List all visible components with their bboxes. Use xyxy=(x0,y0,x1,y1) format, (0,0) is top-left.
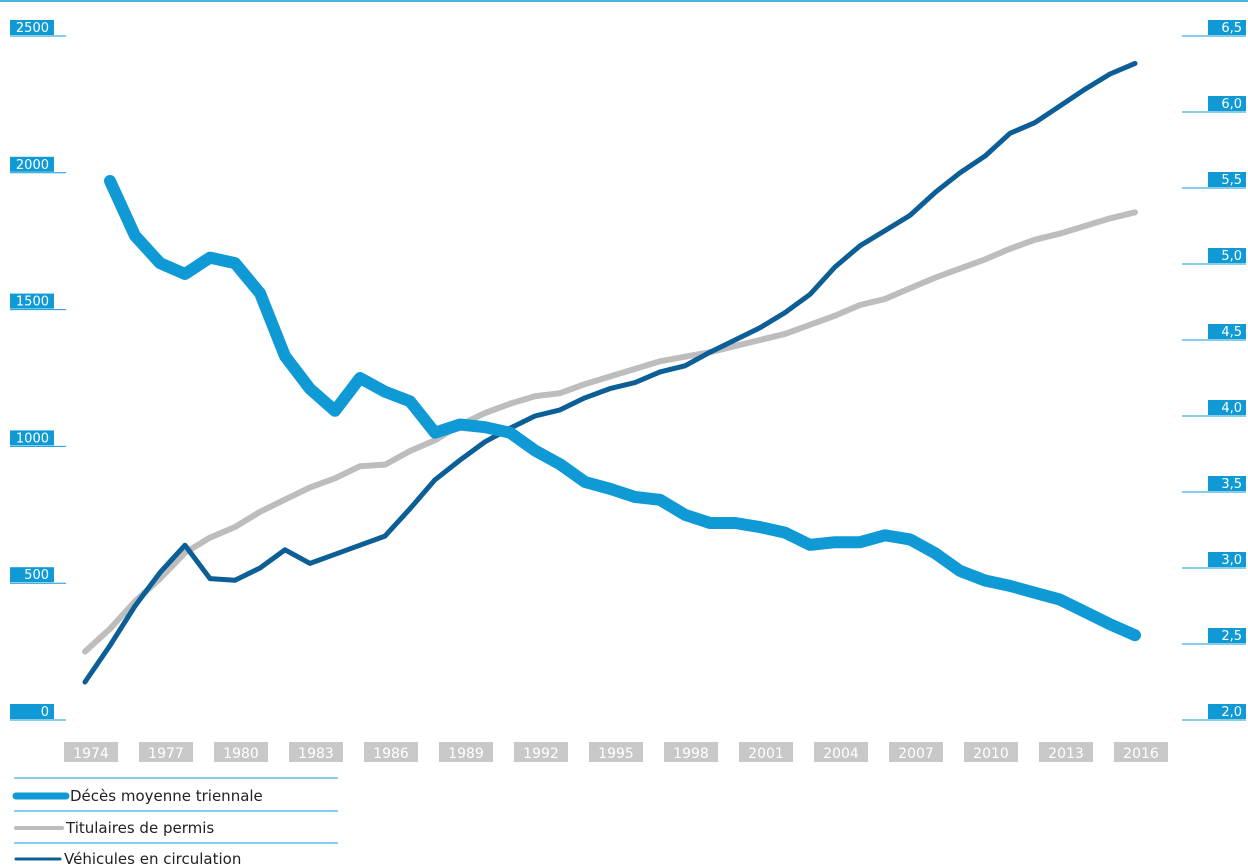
x-tick-label: 1980 xyxy=(223,746,259,762)
x-tick-box xyxy=(739,742,793,762)
x-tick-box xyxy=(814,742,868,762)
x-tick-box xyxy=(289,742,343,762)
left-tick-label: 1000 xyxy=(16,431,49,446)
x-tick-label: 2004 xyxy=(823,746,859,762)
right-tick-box xyxy=(1208,476,1246,491)
legend-label-licence-holders: Titulaires de permis xyxy=(65,819,214,837)
right-tick-label: 2,0 xyxy=(1221,705,1242,720)
x-tick-box xyxy=(1114,742,1168,762)
x-tick-box xyxy=(139,742,193,762)
left-tick-box xyxy=(10,567,54,583)
right-tick-label: 5,0 xyxy=(1221,249,1242,264)
x-tick-label: 2016 xyxy=(1123,746,1159,762)
right-tick-label: 6,0 xyxy=(1221,97,1242,112)
left-tick-label: 0 xyxy=(41,705,49,720)
x-tick-label: 1989 xyxy=(448,746,484,762)
x-tick-label: 1998 xyxy=(673,746,709,762)
left-tick-label: 2500 xyxy=(16,21,49,36)
left-tick-box xyxy=(10,704,54,719)
x-tick-box xyxy=(889,742,943,762)
legend: Décès moyenne triennale Titulaires de pe… xyxy=(12,777,338,867)
series-line-licence-holders xyxy=(82,209,1138,655)
x-tick-label: 2010 xyxy=(973,746,1009,762)
right-tick-label: 3,5 xyxy=(1221,477,1242,492)
right-tick-box xyxy=(1208,628,1246,643)
legend-label-vehicles: Véhicules en circulation xyxy=(64,850,241,867)
right-tick-label: 3,0 xyxy=(1221,553,1242,568)
left-axis: 0 500 1000 1500 2000 2500 xyxy=(10,20,66,721)
right-tick-label: 2,5 xyxy=(1221,629,1242,644)
left-tick-box xyxy=(10,20,54,35)
legend-label-deaths: Décès moyenne triennale xyxy=(70,787,263,805)
left-tick-label: 2000 xyxy=(16,158,49,173)
x-tick-label: 2013 xyxy=(1048,746,1084,762)
right-tick-label: 6,5 xyxy=(1221,21,1242,36)
left-tick-box xyxy=(10,430,54,446)
x-tick-label: 2001 xyxy=(748,746,784,762)
right-tick-box xyxy=(1208,248,1246,263)
x-tick-box xyxy=(214,742,268,762)
left-tick-label: 1500 xyxy=(16,295,49,310)
left-tick-box xyxy=(10,293,54,309)
x-tick-box xyxy=(514,742,568,762)
x-tick-label: 1983 xyxy=(298,746,334,762)
x-tick-box xyxy=(589,742,643,762)
x-tick-box xyxy=(364,742,418,762)
x-tick-box xyxy=(439,742,493,762)
right-axis: 2,0 2,5 3,0 3,5 4,0 4,5 5,0 5,5 6,0 6,5 xyxy=(1182,20,1246,721)
series-line-deaths xyxy=(104,175,1141,642)
x-axis: 1974 1977 1980 1983 1986 1989 1992 1995 1998 2001… xyxy=(64,742,1168,762)
x-tick-box xyxy=(1039,742,1093,762)
x-tick-label: 1992 xyxy=(523,746,559,762)
x-tick-label: 2007 xyxy=(898,746,934,762)
series-layer xyxy=(82,60,1141,685)
x-tick-label: 1995 xyxy=(598,746,634,762)
right-tick-box xyxy=(1208,704,1246,719)
series-line-vehicles xyxy=(82,60,1138,685)
right-tick-box xyxy=(1208,20,1246,35)
x-tick-box xyxy=(664,742,718,762)
x-tick-box xyxy=(64,742,118,762)
x-tick-label: 1977 xyxy=(148,746,184,762)
left-tick-label: 500 xyxy=(24,568,49,583)
right-tick-box xyxy=(1208,552,1246,567)
right-tick-box xyxy=(1208,400,1246,415)
x-tick-label: 1974 xyxy=(73,746,109,762)
right-tick-label: 5,5 xyxy=(1221,173,1242,188)
right-tick-label: 4,0 xyxy=(1221,401,1242,416)
right-tick-label: 4,5 xyxy=(1221,325,1242,340)
x-tick-box xyxy=(964,742,1018,762)
left-tick-box xyxy=(10,156,54,172)
right-tick-box xyxy=(1208,172,1246,187)
right-tick-box xyxy=(1208,96,1246,111)
right-tick-box xyxy=(1208,324,1246,339)
x-tick-label: 1986 xyxy=(373,746,409,762)
